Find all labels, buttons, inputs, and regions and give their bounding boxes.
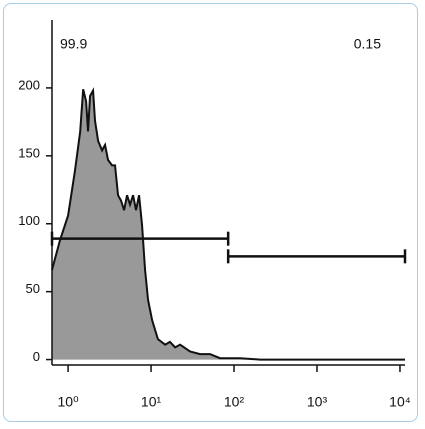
histogram-line bbox=[51, 87, 405, 361]
x-tick-label: 10² bbox=[224, 394, 245, 410]
y-tick-label: 200 bbox=[18, 77, 40, 92]
x-tick-label: 10⁴ bbox=[389, 394, 411, 410]
y-tick-label: 0 bbox=[33, 349, 40, 364]
y-tick-label: 50 bbox=[26, 281, 40, 296]
x-tick-label: 10⁰ bbox=[57, 394, 79, 410]
y-tick-label: 100 bbox=[18, 213, 40, 228]
frame bbox=[3, 3, 418, 422]
x-tick-label: 10³ bbox=[307, 394, 328, 410]
x-tick-label: 10¹ bbox=[141, 394, 162, 410]
histogram-fill bbox=[52, 89, 405, 360]
y-tick-label: 150 bbox=[18, 145, 40, 160]
gate-label: 99.9 bbox=[60, 36, 87, 52]
gate-label: 0.15 bbox=[354, 36, 381, 52]
